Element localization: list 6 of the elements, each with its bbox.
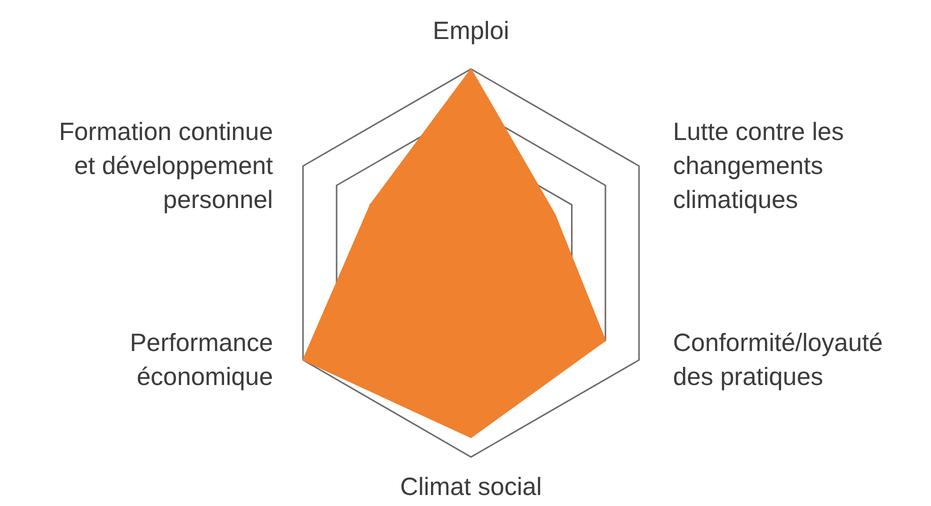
- spoke-label: Climat social: [400, 473, 542, 501]
- spoke-label: Conformité/loyauté des pratiques: [673, 329, 883, 391]
- spoke-label: Performance économique: [130, 329, 273, 391]
- spoke-label: Lutte contre les changements climatiques: [673, 118, 844, 214]
- spoke-label: Emploi: [432, 17, 510, 45]
- spoke-label: Formation continue et développement personnel: [58, 118, 274, 214]
